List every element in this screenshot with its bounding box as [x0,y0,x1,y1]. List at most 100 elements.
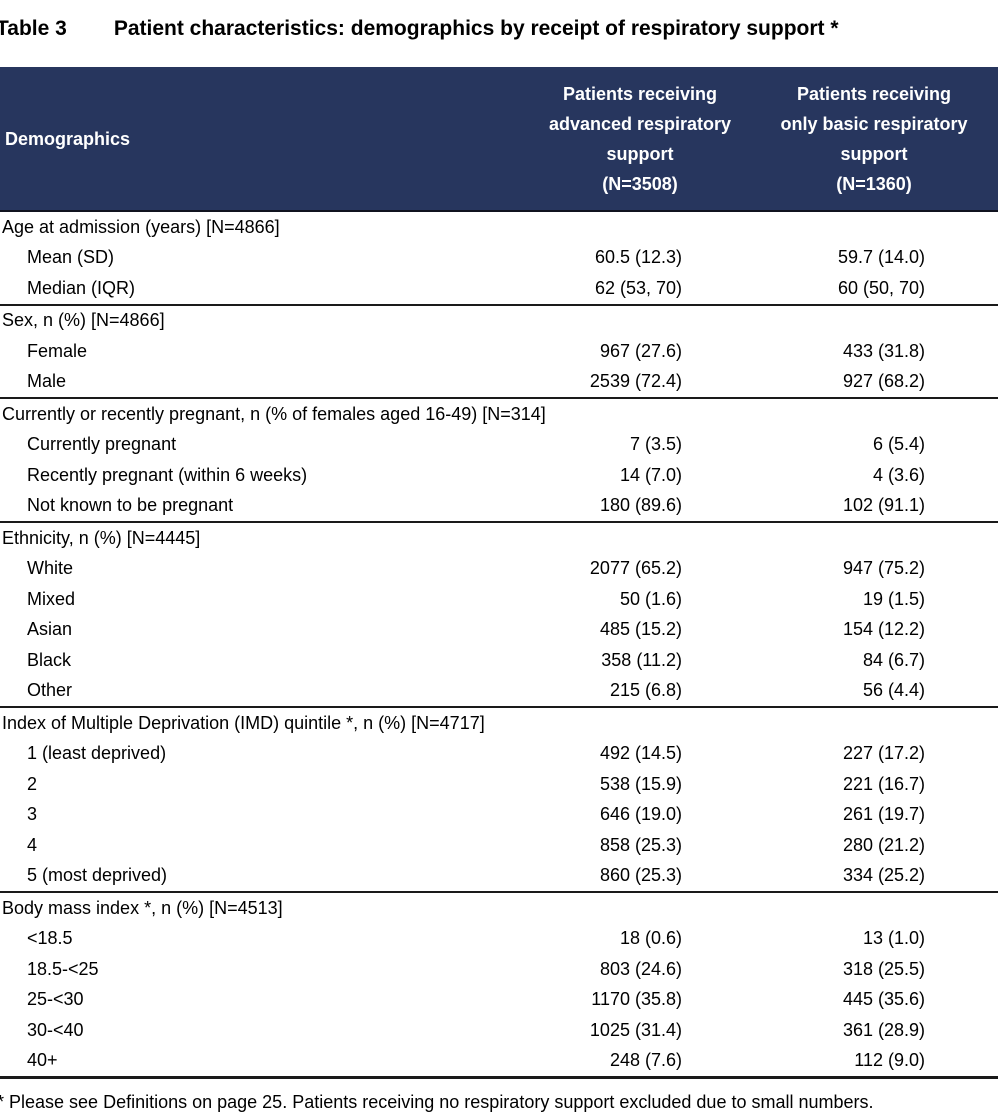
row-label: 2 [27,773,38,794]
value-basic-support: 13 (1.0) [862,928,925,949]
value-basic-support: 84 (6.7) [862,649,925,670]
row-label: 25-<30 [27,989,84,1010]
value-advanced-support: 485 (15.2) [599,619,682,640]
table-row: Asian 485 (15.2) 154 (12.2) [0,615,998,646]
value-basic-support: 221 (16.7) [842,773,925,794]
table-number: Table 3 [0,17,67,40]
value-basic-support: 60 (50, 70) [750,273,998,306]
value-basic-support: 334 (25.2) [750,860,998,893]
value-advanced-support: 492 (14.5) [599,743,682,764]
value-advanced-support: 7 (3.5) [629,434,682,455]
table-row: 18.5-<25 803 (24.6) 318 (25.5) [0,954,998,985]
value-advanced-support: 803 (24.6) [599,958,682,979]
table-caption: Patient characteristics: demographics by… [113,17,839,40]
section-header: Ethnicity, n (%) [N=4445] [2,527,201,548]
table-row: White 2077 (65.2) 947 (75.2) [0,554,998,585]
section-header-row: Index of Multiple Deprivation (IMD) quin… [0,707,998,739]
value-advanced-support: 967 (27.6) [599,340,682,361]
section-header: Currently or recently pregnant, n (% of … [2,403,546,424]
table-row: 30-<40 1025 (31.4) 361 (28.9) [0,1015,998,1046]
value-advanced-support: 215 (6.8) [530,675,750,708]
value-basic-support: 445 (35.6) [842,989,925,1010]
value-basic-support: 6 (5.4) [872,434,925,455]
value-basic-support: 280 (21.2) [842,834,925,855]
section-header: Body mass index *, n (%) [N=4513] [2,897,283,918]
value-advanced-support: 1170 (35.8) [591,989,682,1010]
row-label: Currently pregnant [27,434,177,455]
row-label: <18.5 [27,928,73,949]
section-header-row: Ethnicity, n (%) [N=4445] [0,522,998,554]
value-basic-support: 227 (17.2) [842,743,925,764]
value-basic-support: 361 (28.9) [842,1019,925,1040]
row-label: Mean (SD) [27,247,115,268]
column-header-basic-support: Patients receiving only basic respirator… [750,67,998,212]
value-advanced-support: 538 (15.9) [599,773,682,794]
value-advanced-support: 180 (89.6) [530,490,750,523]
value-advanced-support: 860 (25.3) [530,860,750,893]
table-title: Table 3 Patient characteristics: demogra… [0,0,998,42]
table-row: Other 215 (6.8) 56 (4.4) [0,675,998,708]
table-header-row: Demographics Patients receiving advanced… [0,67,998,212]
value-advanced-support: 14 (7.0) [619,464,682,485]
value-advanced-support: 646 (19.0) [599,804,682,825]
table-row: <18.5 18 (0.6) 13 (1.0) [0,924,998,955]
table-row: Male 2539 (72.4) 927 (68.2) [0,366,998,399]
value-advanced-support: 50 (1.6) [619,588,682,609]
table-row: 2 538 (15.9) 221 (16.7) [0,769,998,800]
table-row: Black 358 (11.2) 84 (6.7) [0,645,998,676]
value-basic-support: 112 (9.0) [750,1045,998,1079]
table-row: 5 (most deprived) 860 (25.3) 334 (25.2) [0,860,998,893]
table-row: Currently pregnant 7 (3.5) 6 (5.4) [0,430,998,461]
section-header-row: Body mass index *, n (%) [N=4513] [0,892,998,924]
value-advanced-support: 18 (0.6) [619,928,682,949]
table-row: Female 967 (27.6) 433 (31.8) [0,336,998,367]
table-row: 1 (least deprived) 492 (14.5) 227 (17.2) [0,739,998,770]
column-header-demographics: Demographics [0,67,530,212]
table-row: Median (IQR) 62 (53, 70) 60 (50, 70) [0,273,998,306]
value-basic-support: 318 (25.5) [842,958,925,979]
row-label: White [27,558,74,579]
footnote: * Please see Definitions on page 25. Pat… [0,1092,874,1112]
value-advanced-support: 60.5 (12.3) [594,247,682,268]
value-basic-support: 433 (31.8) [842,340,925,361]
row-label: Male [0,366,530,399]
row-label: Asian [27,619,73,640]
table-row: 40+ 248 (7.6) 112 (9.0) [0,1045,998,1079]
value-advanced-support: 2539 (72.4) [530,366,750,399]
value-basic-support: 19 (1.5) [862,588,925,609]
row-label: 30-<40 [27,1019,84,1040]
table-row: Mean (SD) 60.5 (12.3) 59.7 (14.0) [0,243,998,274]
value-basic-support: 59.7 (14.0) [837,247,925,268]
row-label: Median (IQR) [0,273,530,306]
row-label: 1 (least deprived) [27,743,167,764]
demographics-table: Demographics Patients receiving advanced… [0,67,998,1079]
row-label: Not known to be pregnant [0,490,530,523]
row-label: Mixed [27,588,76,609]
row-label: 5 (most deprived) [0,860,530,893]
value-basic-support: 4 (3.6) [872,464,925,485]
value-basic-support: 154 (12.2) [842,619,925,640]
section-header: Index of Multiple Deprivation (IMD) quin… [2,712,485,733]
value-advanced-support: 62 (53, 70) [530,273,750,306]
section-header-row: Sex, n (%) [N=4866] [0,305,998,337]
value-advanced-support: 248 (7.6) [530,1045,750,1079]
value-advanced-support: 2077 (65.2) [589,558,682,579]
table-row: 25-<30 1170 (35.8) 445 (35.6) [0,985,998,1016]
section-header: Age at admission (years) [N=4866] [2,216,280,237]
section-header-row: Age at admission (years) [N=4866] [0,211,998,243]
value-basic-support: 56 (4.4) [750,675,998,708]
table-row: 4 858 (25.3) 280 (21.2) [0,830,998,861]
row-label: Female [27,340,88,361]
row-label: 4 [27,834,38,855]
value-advanced-support: 358 (11.2) [601,649,682,670]
row-label: Black [27,649,72,670]
section-header: Sex, n (%) [N=4866] [2,310,165,331]
value-basic-support: 102 (91.1) [750,490,998,523]
table-row: Not known to be pregnant 180 (89.6) 102 (9… [0,490,998,523]
section-header-row: Currently or recently pregnant, n (% of … [0,398,998,430]
row-label: 40+ [0,1045,530,1079]
value-basic-support: 927 (68.2) [750,366,998,399]
row-label: Other [0,675,530,708]
value-advanced-support: 858 (25.3) [599,834,682,855]
table-row: Recently pregnant (within 6 weeks) 14 (7.… [0,460,998,491]
